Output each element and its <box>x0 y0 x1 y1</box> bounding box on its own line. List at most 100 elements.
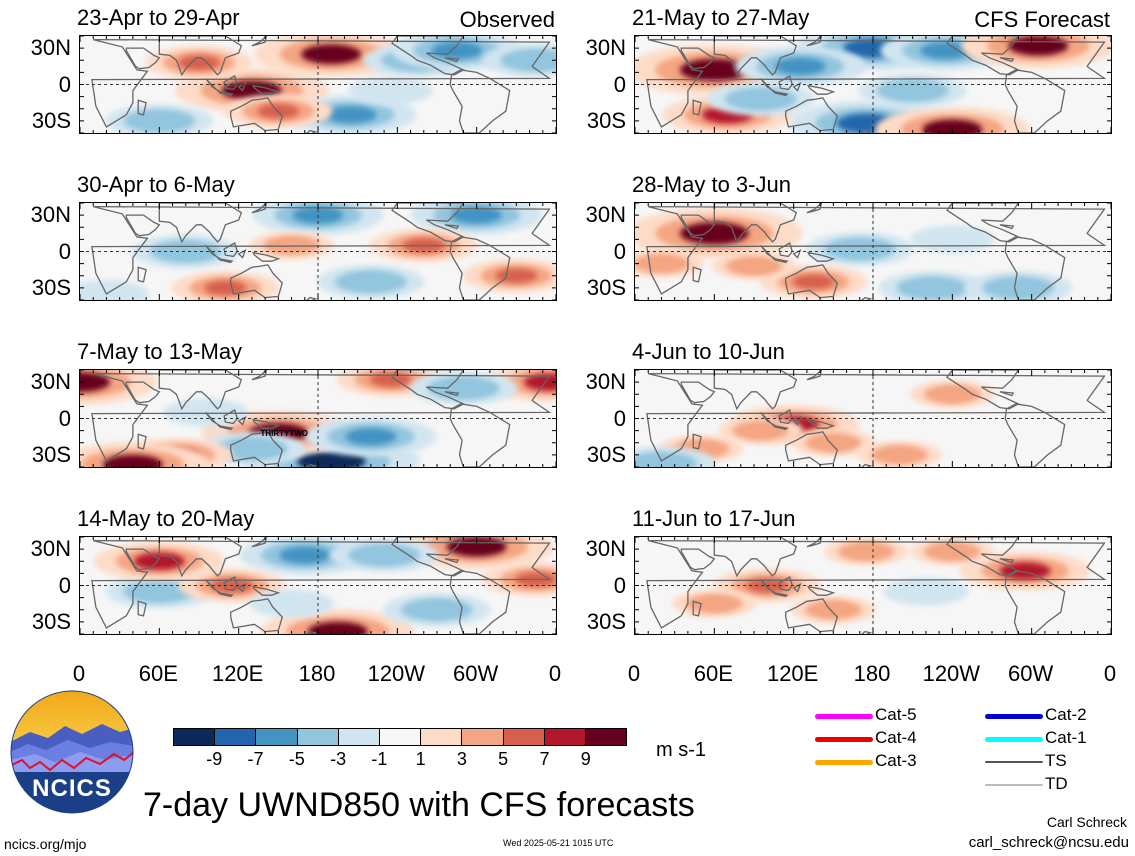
coastline <box>778 576 794 592</box>
colorbar-tick-label: -7 <box>247 749 264 769</box>
coastline <box>646 539 1107 629</box>
legend-label: Cat-2 <box>1045 705 1087 724</box>
panel-title: 4-Jun to 10-Jun <box>632 339 785 364</box>
anomaly-core <box>349 274 392 290</box>
colorbar-tick-label: -3 <box>330 749 347 769</box>
coastline <box>806 203 823 214</box>
coastline <box>792 81 802 92</box>
coastline <box>806 370 823 381</box>
legend-swatch <box>985 784 1043 786</box>
x-tick-label: 60W <box>1008 661 1054 686</box>
coastline <box>713 203 798 244</box>
coastline <box>137 266 147 283</box>
anomaly-map <box>635 370 1111 467</box>
map-panel: THIRTYTWO <box>79 369 557 468</box>
coastline <box>692 266 702 283</box>
coastline <box>806 537 823 548</box>
panel-title: 23-Apr to 29-Apr <box>77 5 240 30</box>
coastline <box>125 47 161 70</box>
anomaly-core <box>697 597 731 610</box>
x-tick-label: 120E <box>211 661 264 686</box>
x-tick-label: 60W <box>453 661 499 686</box>
colorbar-swatch <box>337 729 379 745</box>
map-panel <box>634 202 1112 301</box>
coastline <box>125 214 161 237</box>
coastline <box>999 391 1015 397</box>
coastline <box>237 81 247 92</box>
coastline <box>792 582 802 593</box>
coastline <box>91 38 552 128</box>
main-title: 7-day UWND850 with CFS forecasts <box>143 786 695 824</box>
coastline <box>999 558 1015 564</box>
anomaly-core <box>515 52 556 68</box>
coastline <box>861 296 873 300</box>
anomaly-core <box>935 233 969 246</box>
coastline <box>1004 570 1066 634</box>
x-tick-label: 0 <box>627 661 641 686</box>
coastline <box>223 409 239 425</box>
coastline <box>806 418 836 429</box>
anomaly-map <box>635 203 1111 300</box>
coastline <box>806 36 823 47</box>
coastline <box>792 415 802 426</box>
anomaly-core <box>999 562 1051 580</box>
x-tick-label: 0 <box>1103 661 1117 686</box>
coastline <box>216 591 234 598</box>
coastline <box>230 97 284 132</box>
coastline <box>444 57 460 63</box>
coastline <box>137 600 147 617</box>
anomaly-core <box>325 106 377 124</box>
coastline <box>680 381 716 404</box>
y-tick-label: 30S <box>31 441 71 467</box>
coastline <box>861 463 873 467</box>
coastline <box>91 539 552 629</box>
coastline <box>785 97 839 132</box>
anomaly-core <box>792 274 835 290</box>
coastline <box>771 424 789 431</box>
anomaly-core <box>935 545 969 558</box>
anomaly-core <box>495 268 538 284</box>
coastline <box>223 576 239 592</box>
anomaly-core <box>816 603 850 616</box>
panel-title: 21-May to 27-May <box>632 5 810 30</box>
panel-title: 14-May to 20-May <box>77 506 255 531</box>
y-tick-label: 0 <box>58 572 71 598</box>
anomaly-core <box>442 380 485 396</box>
coastline <box>237 582 247 593</box>
source-url: ncics.org/mjo <box>4 836 87 852</box>
legend-swatch <box>815 737 873 742</box>
coastline <box>223 242 239 258</box>
y-tick-label: 30N <box>30 369 71 395</box>
coastline <box>713 36 798 77</box>
legend-label: Cat-5 <box>875 705 917 724</box>
anomaly-core <box>997 280 1040 296</box>
y-tick-label: 30N <box>585 369 626 395</box>
legend-label: TS <box>1045 751 1067 770</box>
y-tick-label: 30S <box>586 274 626 300</box>
colorbar-tick-label: -9 <box>206 749 223 769</box>
coastline <box>785 264 839 299</box>
coastline <box>237 415 247 426</box>
coastline <box>251 36 268 47</box>
anomaly-core <box>849 545 883 558</box>
anomaly-core <box>774 57 826 75</box>
coastline <box>861 630 873 634</box>
coastline <box>251 585 281 596</box>
legend-swatch <box>985 714 1043 719</box>
coastline <box>449 236 511 300</box>
coastline <box>91 372 552 462</box>
coastline <box>771 90 789 97</box>
coastline <box>999 224 1015 230</box>
anomaly-core <box>307 621 368 634</box>
coastline <box>778 409 794 425</box>
colorbar-swatch <box>543 729 585 745</box>
coastline <box>251 418 281 429</box>
anomaly-map <box>80 36 556 133</box>
y-tick-label: 0 <box>613 405 626 431</box>
anomaly-map <box>635 537 1111 634</box>
x-tick-label: 120W <box>922 661 981 686</box>
y-tick-label: 30S <box>586 441 626 467</box>
coastline <box>449 69 511 133</box>
coastline <box>91 205 552 295</box>
coastline <box>1004 69 1066 133</box>
